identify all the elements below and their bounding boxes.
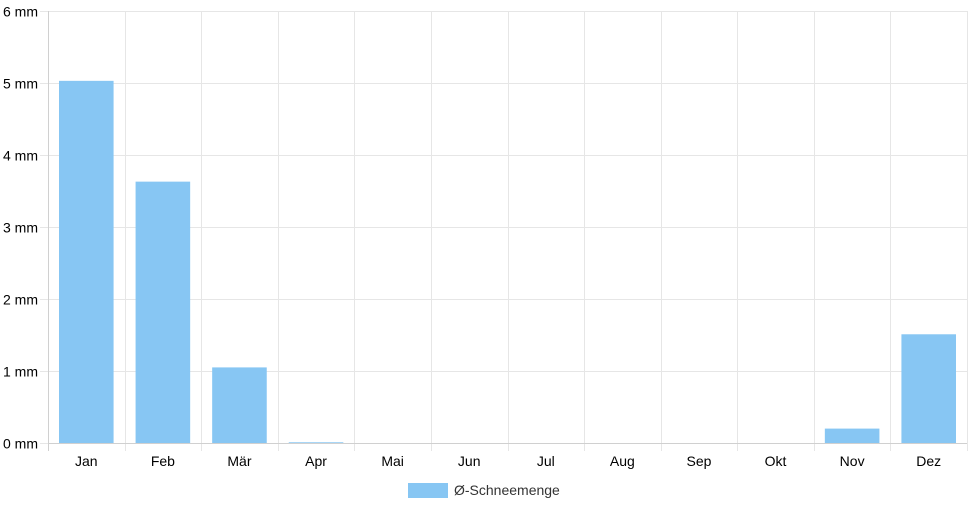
- x-tick-label: Okt: [765, 453, 787, 469]
- x-tick-label: Jun: [458, 453, 481, 469]
- y-tick-label: 1 mm: [3, 364, 38, 380]
- x-tick-label: Apr: [305, 453, 327, 469]
- y-tick-label: 2 mm: [3, 292, 38, 308]
- legend-swatch[interactable]: [408, 483, 448, 498]
- bar-dez[interactable]: [901, 334, 956, 443]
- bar-nov[interactable]: [824, 428, 880, 443]
- x-tick-label: Jul: [537, 453, 555, 469]
- bar-apr[interactable]: [288, 442, 344, 443]
- x-tick-labels: Jan Feb Mär Apr Mai Jun Jul Aug Sep Okt Nov Dez: [75, 453, 941, 469]
- y-tick-label: 6 mm: [3, 4, 38, 20]
- legend[interactable]: Ø-Schneemenge: [408, 482, 560, 498]
- axes: [48, 11, 967, 451]
- x-tick-label: Jan: [75, 453, 98, 469]
- y-tick-label: 0 mm: [3, 436, 38, 452]
- bar-mär[interactable]: [212, 367, 267, 443]
- x-tick-label: Nov: [840, 453, 865, 469]
- bars: [59, 80, 956, 443]
- x-tick-label: Feb: [151, 453, 175, 469]
- x-tick-label: Mär: [227, 453, 251, 469]
- bar-jan[interactable]: [59, 80, 114, 443]
- y-tick-labels: 0 mm 1 mm 2 mm 3 mm 4 mm 5 mm 6 mm: [3, 4, 38, 452]
- bar-feb[interactable]: [135, 181, 191, 443]
- y-tick-label: 3 mm: [3, 220, 38, 236]
- x-tick-label: Mai: [381, 453, 404, 469]
- grid-lines: [40, 11, 968, 451]
- x-tick-label: Dez: [916, 453, 941, 469]
- y-tick-label: 5 mm: [3, 76, 38, 92]
- y-tick-label: 4 mm: [3, 148, 38, 164]
- legend-label[interactable]: Ø-Schneemenge: [454, 482, 560, 498]
- x-tick-label: Sep: [686, 453, 711, 469]
- x-tick-label: Aug: [610, 453, 635, 469]
